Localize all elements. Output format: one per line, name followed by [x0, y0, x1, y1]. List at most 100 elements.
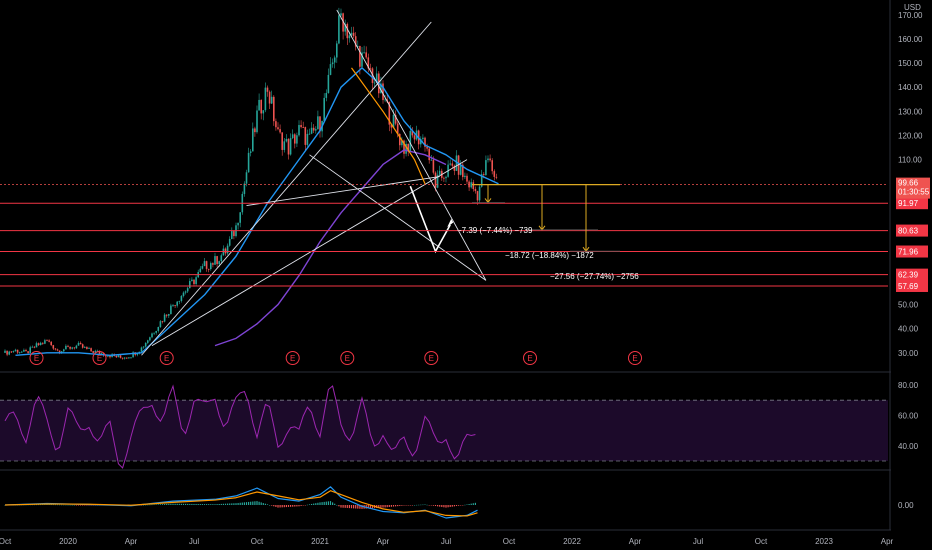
candle-body: [218, 261, 220, 265]
macd-histogram-bar: [260, 502, 262, 505]
rsi-tick-label: 80.00: [898, 381, 919, 390]
macd-histogram-bar: [432, 505, 434, 506]
candle-body: [445, 176, 447, 179]
candle-body: [310, 127, 313, 134]
macd-histogram-bar: [63, 504, 65, 506]
candle-body: [42, 342, 44, 344]
candle-body: [191, 279, 193, 282]
macd-histogram-bar: [453, 505, 455, 507]
candle-body: [455, 155, 458, 171]
price-lines: [15, 67, 499, 356]
macd-histogram-bar: [388, 505, 390, 507]
candle-body: [403, 140, 405, 154]
macd-histogram-bar: [390, 505, 392, 507]
candle-body: [485, 160, 487, 176]
macd-histogram-bar: [33, 504, 35, 506]
candle-body: [90, 348, 92, 352]
macd-histogram-bar: [143, 504, 145, 506]
candle-body: [323, 97, 325, 122]
candle-body: [205, 261, 208, 269]
macd-histogram-bar: [161, 504, 164, 505]
level-tag: [896, 268, 928, 281]
trend-drawings[interactable]: [141, 9, 487, 356]
candle-body: [285, 138, 288, 142]
candle-body: [210, 263, 212, 269]
candle-body: [67, 345, 69, 347]
macd-histogram-bar: [317, 502, 319, 505]
sma-line: [214, 149, 447, 347]
candle-body: [163, 314, 166, 322]
candle-body: [21, 351, 23, 353]
last-price-countdown: 01:30:55: [898, 188, 930, 197]
candle-body: [315, 129, 317, 131]
macd-histogram-bar: [445, 505, 447, 508]
macd-histogram-bar: [61, 504, 63, 506]
macd-histogram-bar: [149, 504, 151, 506]
macd-histogram-bar: [329, 501, 332, 505]
measure-label: −7.39 (−7.44%) −739: [457, 226, 533, 235]
candle-body: [220, 255, 223, 262]
candle-body: [350, 32, 353, 36]
macd-histogram-bar: [296, 505, 298, 507]
candle-body: [182, 292, 185, 297]
macd-histogram-bar: [71, 504, 73, 506]
candle-body: [346, 23, 349, 39]
candle-body: [6, 350, 8, 355]
earnings-marker: [285, 351, 300, 365]
macd-histogram-bar: [353, 505, 355, 509]
macd-histogram-bar: [252, 501, 254, 505]
candle-body: [216, 256, 218, 265]
macd-histogram-bar: [239, 502, 241, 505]
candle-body: [342, 13, 344, 32]
candle-body: [333, 57, 336, 63]
candle-body: [392, 114, 395, 128]
macd-tick-label: 0.00: [898, 501, 914, 510]
candle-body: [115, 355, 118, 358]
macd-histogram-bar: [340, 505, 342, 508]
candle-body: [443, 177, 445, 179]
macd-histogram-bar: [73, 504, 75, 506]
macd-histogram-bar: [266, 504, 269, 505]
macd-histogram-bar: [424, 504, 426, 505]
rsi-tick-label: 60.00: [898, 411, 919, 420]
candle-body: [262, 110, 265, 114]
macd-histogram-bar: [235, 503, 237, 505]
macd-histogram-bar: [275, 505, 277, 507]
candle-body: [493, 171, 496, 177]
candle-body: [367, 57, 370, 69]
macd-histogram-bar: [458, 505, 460, 506]
level-label: 80.63: [898, 227, 919, 236]
macd-histogram-bar: [38, 504, 40, 506]
candle-body: [165, 314, 168, 316]
candle-body: [363, 52, 365, 54]
macd-histogram-bar: [399, 505, 401, 506]
candle-body: [233, 231, 235, 237]
candle-body: [319, 116, 321, 132]
candle-body: [33, 346, 36, 348]
macd-histogram-bar: [304, 505, 306, 506]
macd-histogram-bar: [392, 505, 395, 507]
macd-histogram-bar: [306, 504, 308, 506]
candle-body: [354, 36, 357, 47]
macd-histogram-bar: [75, 505, 77, 506]
macd-histogram-bar: [308, 504, 311, 505]
macd-histogram-bar: [155, 504, 157, 505]
candle-body: [375, 73, 378, 83]
macd-histogram-bar: [397, 505, 399, 507]
price-tick-label: 30.00: [898, 349, 919, 358]
resistance-line: [351, 67, 426, 185]
macd-histogram-bar: [166, 503, 168, 505]
macd-histogram-bar: [382, 505, 384, 508]
candle-body: [142, 346, 145, 348]
macd-histogram-bar: [237, 502, 239, 505]
candle-body: [117, 355, 120, 358]
candle-body: [88, 348, 90, 349]
macd-histogram-bar: [273, 505, 275, 507]
candle-body: [153, 332, 155, 334]
macd-histogram-bar: [407, 505, 409, 506]
measurement-tools[interactable]: −7.39 (−7.44%) −739 −18.72 (−18.84%) −187…: [457, 184, 639, 281]
macd-histogram-bar: [42, 504, 44, 506]
